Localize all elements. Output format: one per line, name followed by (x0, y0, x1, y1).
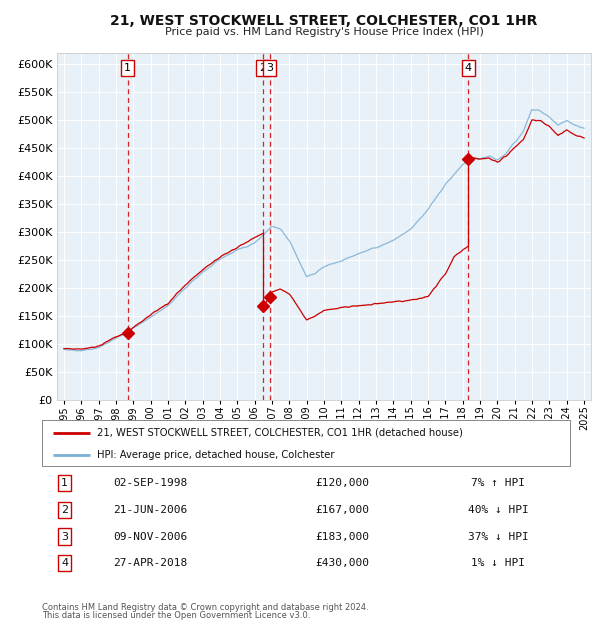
Text: This data is licensed under the Open Government Licence v3.0.: This data is licensed under the Open Gov… (42, 611, 310, 620)
Text: 1: 1 (61, 478, 68, 489)
Text: 37% ↓ HPI: 37% ↓ HPI (467, 531, 529, 542)
Text: 4: 4 (464, 63, 472, 73)
Text: Price paid vs. HM Land Registry's House Price Index (HPI): Price paid vs. HM Land Registry's House … (164, 27, 484, 37)
Text: 1: 1 (124, 63, 131, 73)
Text: 7% ↑ HPI: 7% ↑ HPI (471, 478, 525, 489)
Text: £183,000: £183,000 (315, 531, 369, 542)
Text: 2: 2 (61, 505, 68, 515)
Text: Contains HM Land Registry data © Crown copyright and database right 2024.: Contains HM Land Registry data © Crown c… (42, 603, 368, 612)
Text: 3: 3 (266, 63, 273, 73)
Text: 21-JUN-2006: 21-JUN-2006 (113, 505, 187, 515)
Text: 4: 4 (61, 558, 68, 569)
Text: £120,000: £120,000 (315, 478, 369, 489)
Text: 27-APR-2018: 27-APR-2018 (113, 558, 187, 569)
Text: 09-NOV-2006: 09-NOV-2006 (113, 531, 187, 542)
Text: 1% ↓ HPI: 1% ↓ HPI (471, 558, 525, 569)
Text: 21, WEST STOCKWELL STREET, COLCHESTER, CO1 1HR (detached house): 21, WEST STOCKWELL STREET, COLCHESTER, C… (97, 428, 463, 438)
Text: 21, WEST STOCKWELL STREET, COLCHESTER, CO1 1HR: 21, WEST STOCKWELL STREET, COLCHESTER, C… (110, 14, 538, 29)
Text: 2: 2 (259, 63, 266, 73)
Text: £430,000: £430,000 (315, 558, 369, 569)
Text: £167,000: £167,000 (315, 505, 369, 515)
Text: 02-SEP-1998: 02-SEP-1998 (113, 478, 187, 489)
Text: 3: 3 (61, 531, 68, 542)
Text: HPI: Average price, detached house, Colchester: HPI: Average price, detached house, Colc… (97, 450, 335, 460)
Text: 40% ↓ HPI: 40% ↓ HPI (467, 505, 529, 515)
